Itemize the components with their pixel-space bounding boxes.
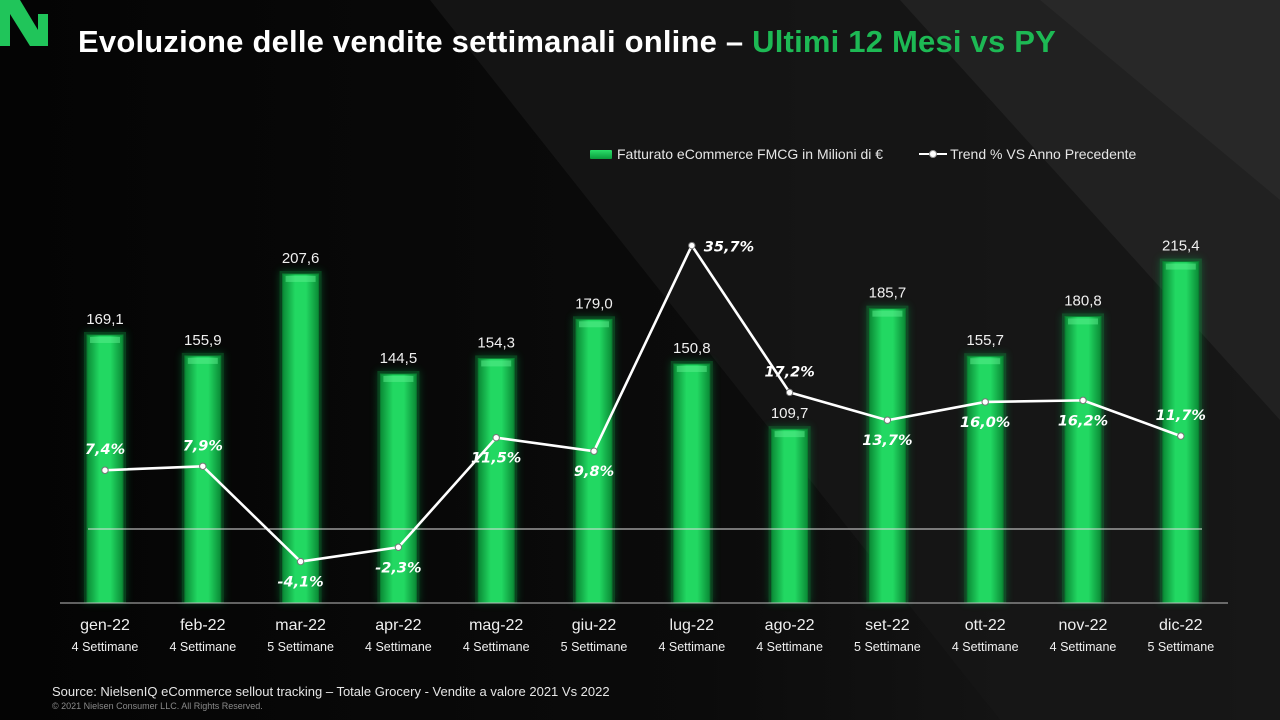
x-tick-label: apr-22 [375, 617, 421, 634]
trend-value-label: 35,7% [704, 240, 754, 256]
trend-value-label: 16,0% [960, 415, 1010, 431]
bar-highlight [285, 275, 316, 282]
trend-value-label: 13,7% [862, 433, 912, 449]
page-title-main: Evoluzione delle vendite settimanali onl… [78, 24, 753, 59]
x-tick-label: ago-22 [765, 617, 815, 634]
x-tick-sublabel: 5 Settimane [854, 640, 921, 654]
trend-value-label: -2,3% [375, 560, 421, 576]
trend-point-giu-22 [590, 447, 598, 455]
source-note: Source: NielsenIQ eCommerce sellout trac… [52, 684, 610, 699]
bar-highlight [383, 375, 414, 382]
trend-point-ott-22 [981, 398, 989, 406]
x-tick-sublabel: 4 Settimane [463, 640, 530, 654]
page-title-accent: Ultimi 12 Mesi vs PY [752, 24, 1056, 59]
bar-highlight [90, 336, 120, 343]
trend-point-nov-22 [1079, 396, 1087, 405]
chart-legend: Fatturato eCommerce FMCG in Milioni di €… [590, 144, 1136, 164]
trend-point-mar-22 [296, 557, 305, 566]
bar-apr-22 [379, 373, 417, 604]
page-title: Evoluzione delle vendite settimanali onl… [78, 24, 1056, 60]
trend-point-apr-22 [394, 543, 403, 551]
trend-value-label: 17,2% [764, 364, 814, 380]
bar-value-label: 144,5 [380, 350, 418, 367]
bar-value-label: 150,8 [673, 340, 711, 357]
bar-giu-22 [575, 318, 613, 604]
x-tick-label: lug-22 [670, 617, 715, 634]
legend-line-swatch [919, 149, 948, 159]
bar-mag-22 [477, 357, 515, 604]
trend-value-label: 7,4% [85, 442, 125, 458]
trend-point-mag-22 [492, 433, 500, 442]
x-tick-sublabel: 4 Settimane [756, 640, 823, 654]
trend-value-label: 16,2% [1058, 413, 1108, 429]
x-tick-label: giu-22 [572, 617, 617, 634]
copyright-note: © 2021 Nielsen Consumer LLC. All Rights … [52, 701, 263, 711]
x-tick-label: nov-22 [1059, 617, 1108, 634]
bar-value-label: 169,1 [86, 311, 124, 328]
bar-value-label: 180,8 [1064, 292, 1102, 309]
x-tick-sublabel: 5 Settimane [561, 640, 628, 654]
nielseniq-logo [0, 0, 48, 46]
trend-value-label: 11,7% [1156, 408, 1206, 424]
x-tick-label: dic-22 [1159, 617, 1203, 634]
bar-lug-22 [673, 363, 711, 604]
bar-highlight [1165, 263, 1196, 270]
trend-point-gen-22 [101, 466, 109, 474]
bar-highlight [481, 360, 512, 367]
x-tick-label: ott-22 [965, 617, 1006, 634]
x-tick-sublabel: 5 Settimane [1147, 640, 1214, 654]
x-tick-sublabel: 4 Settimane [1050, 640, 1117, 654]
bar-value-label: 154,3 [477, 334, 515, 351]
legend-bar-swatch [590, 149, 612, 159]
bar-highlight [579, 321, 609, 328]
legend-item-bar: Fatturato eCommerce FMCG in Milioni di € [590, 146, 883, 162]
x-tick-sublabel: 4 Settimane [952, 640, 1019, 654]
bar-set-22 [868, 308, 906, 604]
bar-value-label: 215,4 [1162, 238, 1200, 255]
x-tick-sublabel: 4 Settimane [169, 640, 236, 654]
bar-value-label: 155,7 [966, 332, 1004, 349]
bar-highlight [1068, 318, 1098, 325]
trend-line [104, 244, 1182, 563]
bar-value-label: 207,6 [282, 250, 320, 267]
bar-highlight [872, 310, 903, 317]
trend-value-label: 9,8% [574, 464, 614, 480]
bar-highlight [676, 365, 707, 372]
x-tick-label: set-22 [865, 617, 910, 634]
bar-value-label: 155,9 [184, 332, 222, 349]
x-tick-sublabel: 4 Settimane [365, 640, 432, 654]
bar-highlight [970, 358, 1001, 365]
x-tick-sublabel: 4 Settimane [658, 640, 725, 654]
trend-point-lug-22 [688, 241, 696, 250]
trend-point-ago-22 [785, 388, 794, 397]
trend-point-feb-22 [199, 462, 207, 470]
trend-value-label: -4,1% [277, 575, 323, 591]
trend-point-set-22 [883, 416, 892, 424]
bar-highlight [774, 431, 805, 438]
bar-ago-22 [771, 428, 809, 604]
x-tick-sublabel: 5 Settimane [267, 640, 334, 654]
x-tick-label: feb-22 [180, 617, 225, 634]
legend-line-label: Trend % VS Anno Precedente [950, 146, 1137, 162]
bar-value-label: 109,7 [771, 405, 809, 422]
trend-value-label: 7,9% [183, 438, 223, 454]
trend-point-dic-22 [1177, 432, 1185, 440]
x-tick-sublabel: 4 Settimane [72, 640, 139, 654]
bar-highlight [187, 357, 218, 364]
x-tick-label: gen-22 [80, 617, 130, 634]
bar-nov-22 [1064, 315, 1102, 604]
legend-item-line: Trend % VS Anno Precedente [919, 146, 1136, 162]
bar-ott-22 [966, 355, 1004, 604]
bar-mar-22 [282, 273, 320, 604]
x-tick-label: mag-22 [469, 617, 523, 634]
bar-value-label: 185,7 [869, 285, 907, 302]
trend-value-label: 11,5% [471, 451, 521, 467]
x-tick-label: mar-22 [275, 617, 326, 634]
bar-value-label: 179,0 [575, 295, 613, 312]
legend-bar-label: Fatturato eCommerce FMCG in Milioni di € [617, 146, 884, 162]
